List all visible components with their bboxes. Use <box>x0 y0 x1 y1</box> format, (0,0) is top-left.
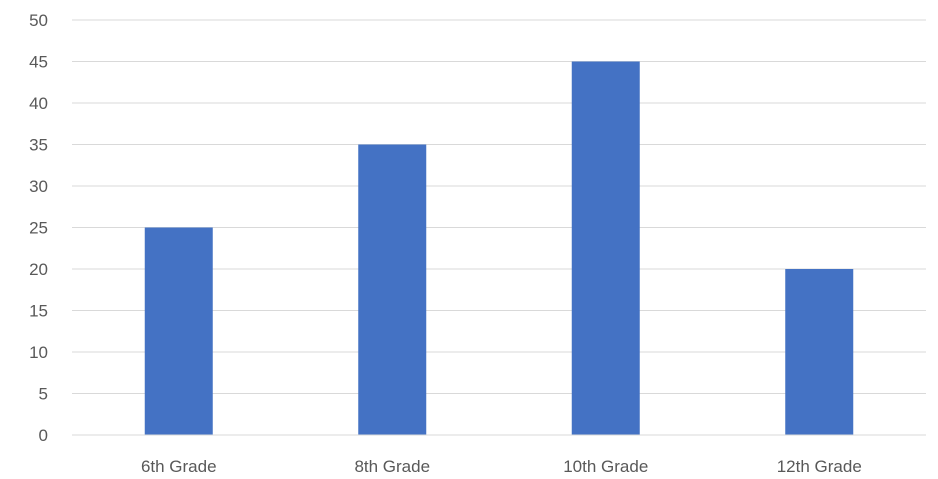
bar <box>571 61 640 435</box>
y-tick-label: 25 <box>29 219 48 238</box>
y-tick-label: 15 <box>29 302 48 321</box>
y-tick-label: 40 <box>29 94 48 113</box>
bar <box>358 144 427 435</box>
y-tick-label: 45 <box>29 53 48 72</box>
gridlines <box>72 19 926 394</box>
y-tick-label: 35 <box>29 136 48 155</box>
x-tick-label: 12th Grade <box>777 457 862 476</box>
y-axis-tick-labels: 0 5 10 15 20 25 30 35 40 45 50 <box>29 11 48 445</box>
bar <box>144 227 213 435</box>
y-tick-label: 20 <box>29 260 48 279</box>
bars <box>144 61 854 435</box>
y-tick-label: 10 <box>29 343 48 362</box>
y-tick-label: 0 <box>39 426 48 445</box>
x-tick-label: 6th Grade <box>141 457 217 476</box>
y-tick-label: 30 <box>29 177 48 196</box>
x-axis-tick-labels: 6th Grade 8th Grade 10th Grade 12th Grade <box>141 457 862 476</box>
x-tick-label: 10th Grade <box>563 457 648 476</box>
bar <box>785 269 854 435</box>
y-tick-label: 5 <box>39 385 48 404</box>
x-tick-label: 8th Grade <box>354 457 430 476</box>
y-tick-label: 50 <box>29 11 48 30</box>
